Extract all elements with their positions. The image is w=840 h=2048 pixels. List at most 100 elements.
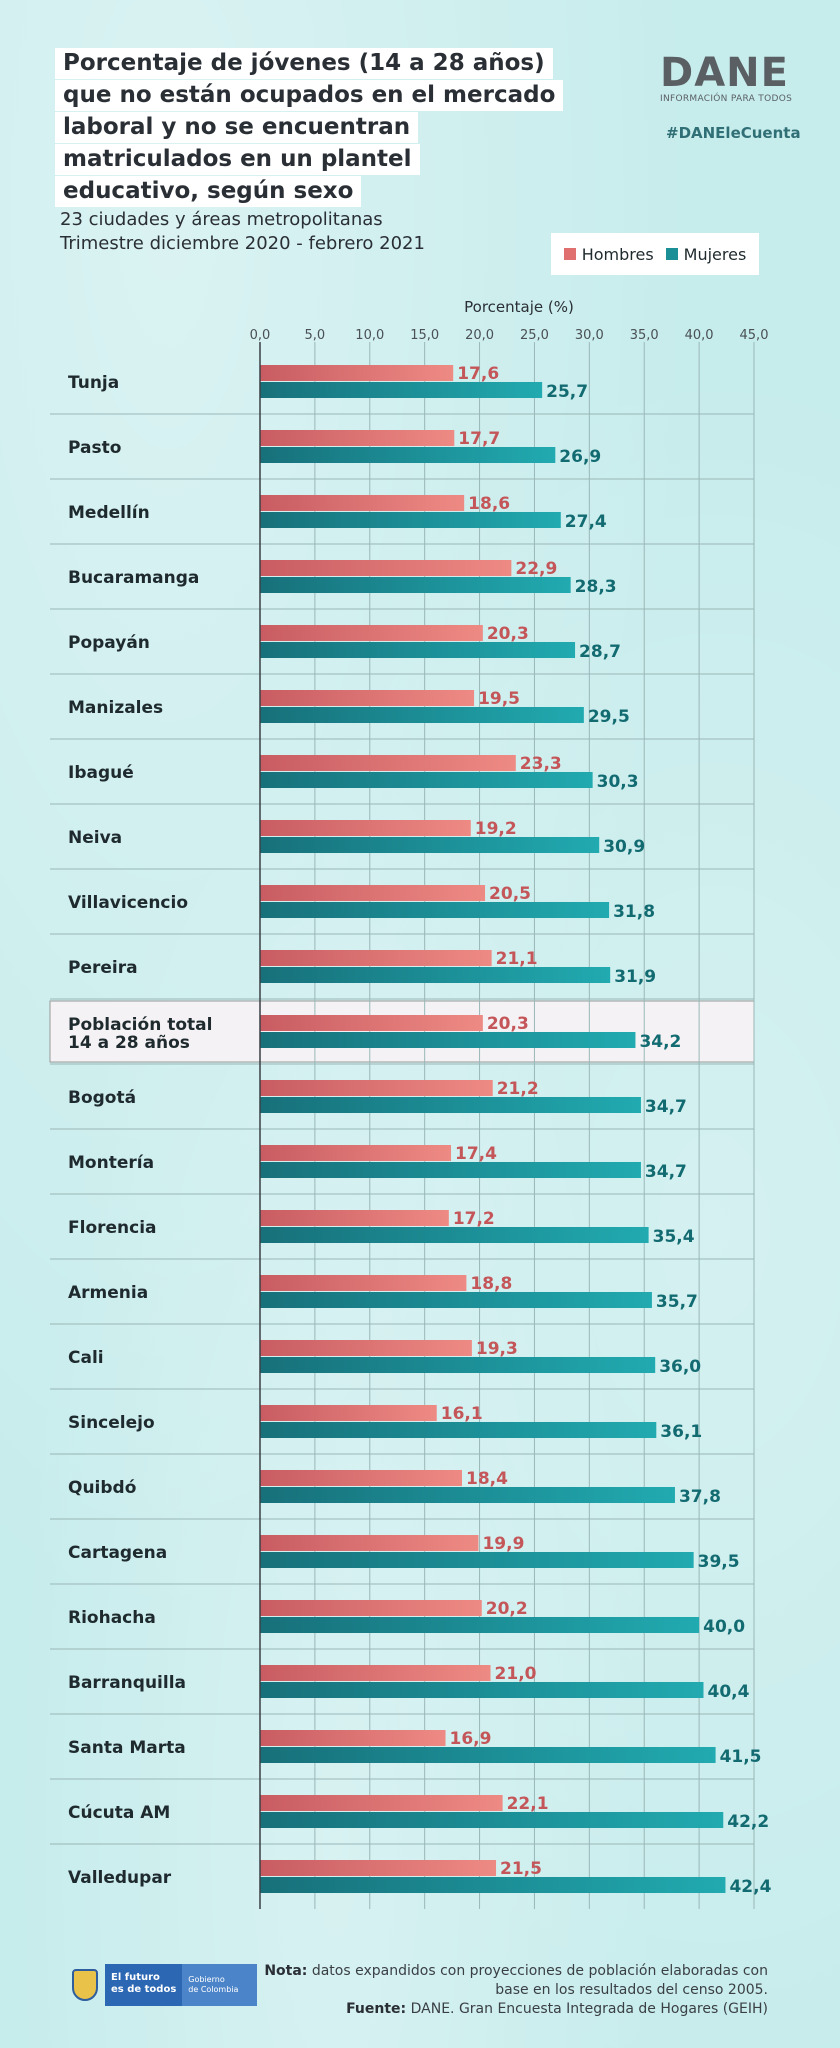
title-line: que no están ocupados en el mercado xyxy=(55,80,564,111)
bar-hombres xyxy=(260,1600,482,1616)
data-label-mujeres: 31,8 xyxy=(613,902,655,922)
category-label: Cartagena xyxy=(68,1543,167,1563)
data-label-mujeres: 39,5 xyxy=(698,1552,740,1572)
data-label-mujeres: 26,9 xyxy=(559,447,601,467)
bar-hombres xyxy=(260,1535,479,1551)
data-label-hombres: 21,5 xyxy=(500,1859,542,1879)
bar-hombres xyxy=(260,1275,467,1291)
bar-hombres xyxy=(260,820,471,836)
source-text: DANE. Gran Encuesta Integrada de Hogares… xyxy=(410,2001,768,2017)
legend-label-hombres: Hombres xyxy=(581,244,654,264)
category-label: Neiva xyxy=(68,828,122,848)
category-label: Armenia xyxy=(68,1283,148,1303)
data-label-mujeres: 30,3 xyxy=(597,772,639,792)
data-label-mujeres: 34,7 xyxy=(645,1097,687,1117)
bar-hombres xyxy=(260,1795,503,1811)
data-label-mujeres: 29,5 xyxy=(588,707,630,727)
category-label: Popayán xyxy=(68,633,150,653)
x-tick-label: 0,0 xyxy=(250,328,271,343)
legend-item-hombres: Hombres xyxy=(563,244,654,264)
data-label-mujeres: 42,4 xyxy=(729,1877,771,1897)
bar-mujeres xyxy=(260,1682,704,1698)
bar-mujeres xyxy=(260,1422,657,1438)
category-label: Pereira xyxy=(68,958,138,978)
gov-logo-line: de Colombia xyxy=(188,1985,239,1994)
category-label: Valledupar xyxy=(68,1868,172,1888)
category-label: Quibdó xyxy=(68,1478,136,1498)
category-label: Población total 14 a 28 años xyxy=(68,1015,212,1053)
bar-mujeres xyxy=(260,512,561,528)
category-label: Bogotá xyxy=(68,1088,136,1108)
bar-mujeres xyxy=(260,1617,700,1633)
category-label: Florencia xyxy=(68,1218,157,1238)
chart-title: Porcentaje de jóvenes (14 a 28 años) que… xyxy=(55,48,635,208)
data-label-mujeres: 28,3 xyxy=(575,577,617,597)
data-label-hombres: 21,0 xyxy=(495,1664,537,1684)
data-label-hombres: 22,1 xyxy=(507,1794,549,1814)
x-axis-label: Porcentaje (%) xyxy=(464,298,574,316)
x-tick-label: 10,0 xyxy=(355,328,384,343)
data-label-hombres: 20,3 xyxy=(487,624,529,644)
bar-hombres xyxy=(260,1145,452,1161)
data-label-mujeres: 27,4 xyxy=(565,512,607,532)
data-label-mujeres: 34,2 xyxy=(639,1032,681,1052)
bar-hombres xyxy=(260,625,483,641)
title-line: matriculados en un plantel xyxy=(55,144,420,175)
note-label: Nota: xyxy=(264,1963,308,1979)
government-logo: El futuro es de todos Gobierno de Colomb… xyxy=(65,1964,257,2006)
bar-mujeres xyxy=(260,1812,724,1828)
bar-mujeres xyxy=(260,1357,656,1373)
bar-mujeres xyxy=(260,837,600,853)
data-label-hombres: 20,2 xyxy=(486,1599,528,1619)
data-label-hombres: 18,6 xyxy=(468,494,510,514)
data-label-hombres: 20,5 xyxy=(489,884,531,904)
data-label-hombres: 19,3 xyxy=(476,1339,518,1359)
data-label-hombres: 17,6 xyxy=(457,364,499,384)
bar-hombres xyxy=(260,1665,491,1681)
x-tick-label: 20,0 xyxy=(465,328,494,343)
data-label-hombres: 16,9 xyxy=(450,1729,492,1749)
title-line: laboral y no se encuentran xyxy=(55,112,419,143)
category-label: Montería xyxy=(68,1153,154,1173)
data-label-mujeres: 37,8 xyxy=(679,1487,721,1507)
bar-mujeres xyxy=(260,382,543,398)
data-label-hombres: 20,3 xyxy=(487,1014,529,1034)
highlight-row-background xyxy=(49,1000,755,1063)
bar-hombres xyxy=(260,690,475,706)
bar-hombres xyxy=(260,1015,483,1031)
bar-mujeres xyxy=(260,1877,726,1893)
data-label-hombres: 17,2 xyxy=(453,1209,495,1229)
bar-hombres xyxy=(260,1210,449,1226)
data-label-mujeres: 42,2 xyxy=(727,1812,769,1832)
data-label-hombres: 18,8 xyxy=(470,1274,512,1294)
data-label-mujeres: 36,0 xyxy=(659,1357,701,1377)
data-label-mujeres: 31,9 xyxy=(614,967,656,987)
bar-hombres xyxy=(260,885,486,901)
source-label: Fuente: xyxy=(346,2001,407,2017)
data-label-hombres: 19,5 xyxy=(478,689,520,709)
logo-tagline: INFORMACIÓN PARA TODOS xyxy=(660,94,793,104)
note-line: Nota: datos expandidos con proyecciones … xyxy=(248,1962,768,2000)
category-label: Ibagué xyxy=(68,763,134,783)
data-label-mujeres: 30,9 xyxy=(603,837,645,857)
note-text: datos expandidos con proyecciones de pob… xyxy=(311,1963,768,1998)
logo-name: DANE xyxy=(660,50,789,96)
bar-hombres xyxy=(260,1080,493,1096)
data-label-hombres: 23,3 xyxy=(520,754,562,774)
category-label: Santa Marta xyxy=(68,1738,186,1758)
data-label-mujeres: 35,7 xyxy=(656,1292,698,1312)
x-tick-label: 35,0 xyxy=(630,328,659,343)
data-label-hombres: 19,2 xyxy=(475,819,517,839)
data-label-mujeres: 34,7 xyxy=(645,1162,687,1182)
data-label-mujeres: 25,7 xyxy=(546,382,588,402)
bar-mujeres xyxy=(260,1032,636,1048)
category-label: Sincelejo xyxy=(68,1413,155,1433)
category-label: Cali xyxy=(68,1348,104,1368)
bar-mujeres xyxy=(260,967,611,983)
data-label-hombres: 16,1 xyxy=(441,1404,483,1424)
data-label-hombres: 17,7 xyxy=(458,429,500,449)
bar-mujeres xyxy=(260,1747,716,1763)
bar-hombres xyxy=(260,430,455,446)
data-label-hombres: 21,1 xyxy=(496,949,538,969)
subtitle-line: Trimestre diciembre 2020 - febrero 2021 xyxy=(60,233,425,254)
